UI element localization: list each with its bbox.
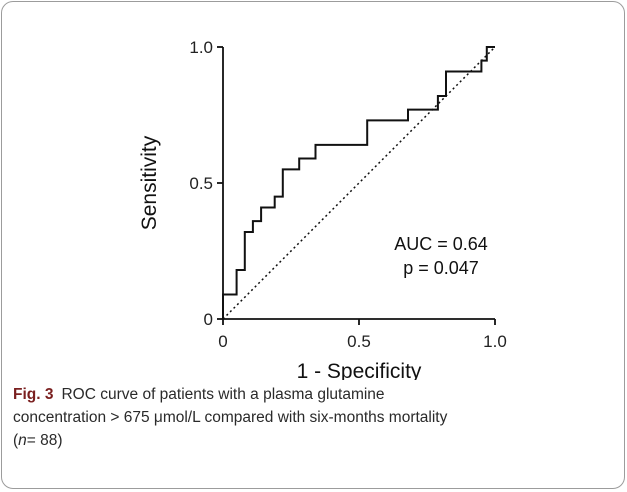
caption-line-3: (n= 88) bbox=[13, 432, 63, 449]
caption-line-1: ROC curve of patients with a plasma glut… bbox=[61, 386, 385, 403]
p-value-annotation: p = 0.047 bbox=[403, 258, 479, 278]
y-tick-label-05: 0.5 bbox=[189, 174, 213, 193]
x-axis-title: 1 - Specificity bbox=[297, 360, 422, 380]
caption-n-italic: n bbox=[18, 432, 27, 449]
caption-n-value: = 88) bbox=[26, 432, 63, 449]
roc-chart: 1.0 0.5 0 0 0.5 1.0 Sensitivity 1 - Spec… bbox=[138, 38, 507, 380]
x-tick-label-05: 0.5 bbox=[347, 332, 371, 351]
axis-ticks bbox=[217, 46, 496, 325]
x-tick-label-1: 1.0 bbox=[483, 332, 507, 351]
y-axis-title: Sensitivity bbox=[138, 135, 161, 230]
y-tick-label-0: 0 bbox=[204, 310, 213, 329]
x-tick-label-0: 0 bbox=[218, 332, 227, 351]
roc-curve-line bbox=[222, 46, 495, 319]
y-tick-label-1: 1.0 bbox=[189, 38, 213, 57]
auc-annotation: AUC = 0.64 bbox=[394, 234, 488, 254]
caption-label: Fig. 3 bbox=[13, 386, 54, 403]
caption-line-2: concentration > 675 μmol/L compared with… bbox=[13, 409, 448, 426]
reference-diagonal-line bbox=[222, 46, 496, 320]
figure-caption: Fig. 3 ROC curve of patients with a plasm… bbox=[13, 383, 613, 452]
